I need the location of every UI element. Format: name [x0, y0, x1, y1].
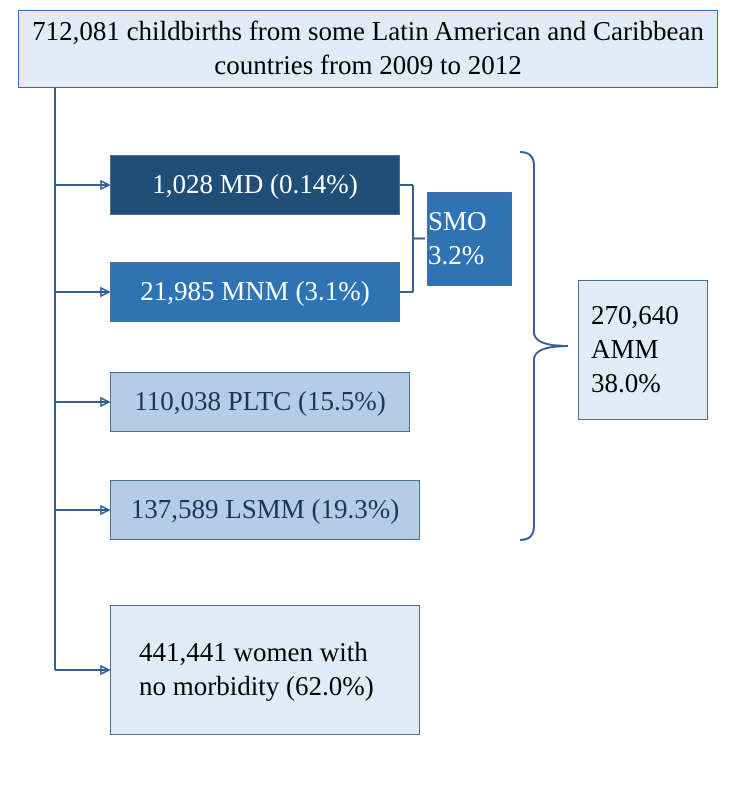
- node-amm-line2: AMM: [591, 333, 679, 367]
- node-lsmm: 137,589 LSMM (19.3%): [110, 480, 420, 540]
- node-smo-line2: 3.2%: [428, 239, 487, 273]
- node-pltc: 110,038 PLTC (15.5%): [110, 372, 410, 432]
- header-text: 712,081 childbirths from some Latin Amer…: [19, 15, 717, 83]
- node-amm: 270,640 AMM 38.0%: [578, 280, 708, 420]
- header-box: 712,081 childbirths from some Latin Amer…: [18, 10, 718, 88]
- node-smo: SMO 3.2%: [427, 192, 512, 286]
- node-no-morbidity-line2: no morbidity (62.0%): [139, 670, 374, 704]
- node-md: 1,028 MD (0.14%): [110, 155, 400, 215]
- node-no-morbidity: 441,441 women with no morbidity (62.0%): [110, 605, 420, 735]
- node-amm-line3: 38.0%: [591, 367, 679, 401]
- node-lsmm-text: 137,589 LSMM (19.3%): [131, 493, 400, 527]
- node-md-text: 1,028 MD (0.14%): [152, 168, 357, 202]
- node-no-morbidity-line1: 441,441 women with: [139, 636, 374, 670]
- node-mnm: 21,985 MNM (3.1%): [110, 262, 400, 322]
- node-smo-line1: SMO: [428, 205, 487, 239]
- node-mnm-text: 21,985 MNM (3.1%): [140, 275, 370, 309]
- node-amm-line1: 270,640: [591, 299, 679, 333]
- node-pltc-text: 110,038 PLTC (15.5%): [134, 385, 386, 419]
